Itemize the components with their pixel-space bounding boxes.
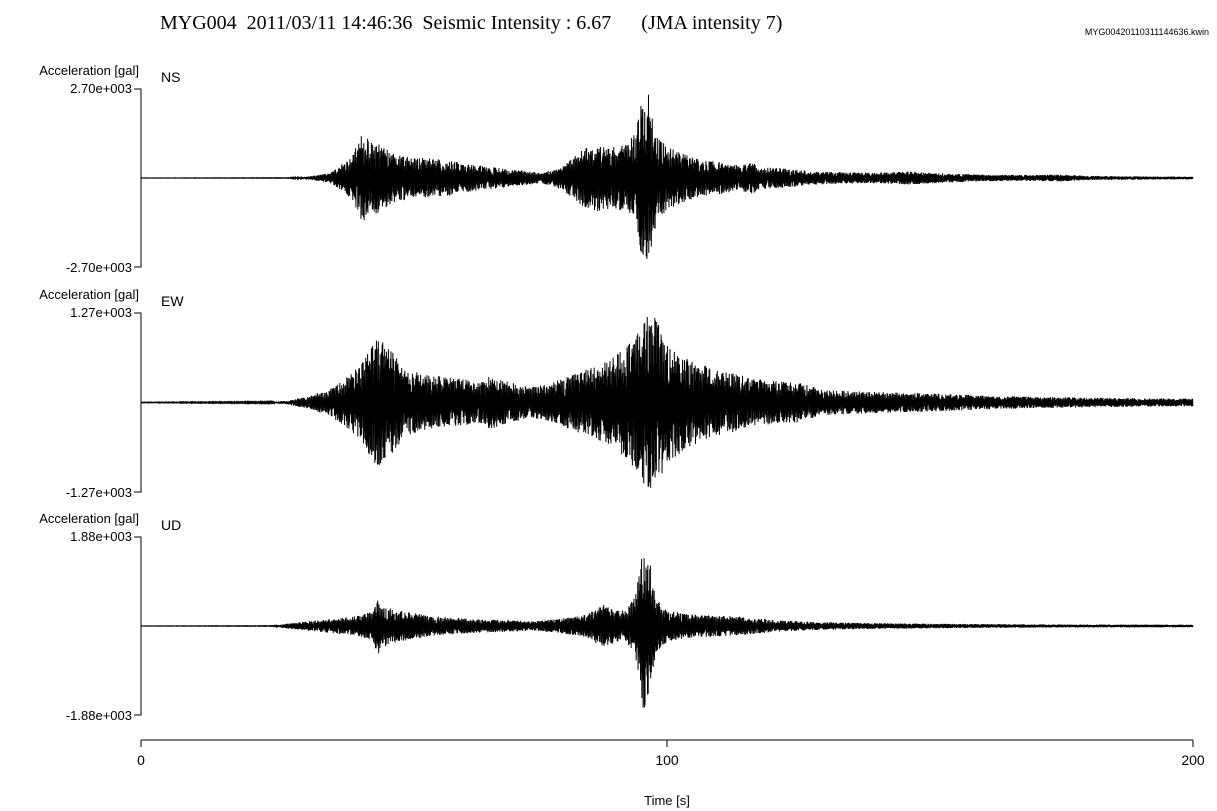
panel-ns: Acceleration [gal] 2.70e+003 -2.70e+003 NS (39, 63, 1194, 275)
x-axis-label: Time [s] (644, 793, 690, 808)
y-max-tick-label: 1.88e+003 (70, 529, 132, 544)
x-tick-label: 0 (137, 752, 145, 768)
chart-title: MYG004 2011/03/11 14:46:36 Seismic Inten… (160, 12, 782, 34)
y-min-tick-label: -2.70e+003 (66, 260, 132, 275)
y-axis-line (134, 536, 142, 716)
component-label: NS (161, 69, 180, 85)
panel-ew: Acceleration [gal] 1.27e+003 -1.27e+003 EW (39, 287, 1194, 500)
waveform-ns (140, 94, 1194, 259)
y-axis-label: Acceleration [gal] (39, 63, 139, 78)
y-axis-line (134, 88, 142, 268)
component-label: EW (161, 293, 184, 309)
y-max-tick-label: 1.27e+003 (70, 305, 132, 320)
waveform-ew (140, 317, 1194, 488)
x-tick-label: 100 (655, 752, 679, 768)
file-name-label: MYG00420110311144636.kwin (1085, 27, 1209, 37)
y-min-tick-label: -1.27e+003 (66, 485, 132, 500)
y-axis-line (134, 312, 142, 493)
panel-ud: Acceleration [gal] 1.88e+003 -1.88e+003 UD (39, 511, 1194, 723)
component-label: UD (161, 517, 181, 533)
waveform-ud (140, 558, 1194, 708)
y-max-tick-label: 2.70e+003 (70, 81, 132, 96)
y-axis-label: Acceleration [gal] (39, 511, 139, 526)
panels-group: Acceleration [gal]2.70e+003-2.70e+003NSA… (39, 63, 1194, 723)
x-axis: 0 100 200 Time [s] (137, 739, 1205, 808)
x-tick-label: 200 (1181, 752, 1205, 768)
y-axis-label: Acceleration [gal] (39, 287, 139, 302)
y-min-tick-label: -1.88e+003 (66, 708, 132, 723)
